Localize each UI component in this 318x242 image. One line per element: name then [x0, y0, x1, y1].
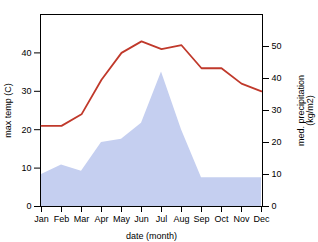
svg-text:0: 0 — [272, 201, 277, 211]
svg-text:Nov: Nov — [233, 214, 250, 224]
svg-text:Aug: Aug — [173, 214, 189, 224]
svg-text:20: 20 — [21, 125, 31, 135]
svg-text:Jun: Jun — [134, 214, 149, 224]
svg-text:Oct: Oct — [214, 214, 229, 224]
svg-text:20: 20 — [272, 137, 282, 147]
svg-text:med. precipitation(kg/m2): med. precipitation(kg/m2) — [296, 75, 315, 146]
svg-text:30: 30 — [272, 105, 282, 115]
svg-text:Jul: Jul — [156, 214, 168, 224]
svg-text:max temp (C): max temp (C) — [3, 83, 13, 138]
svg-text:Dec: Dec — [253, 214, 270, 224]
svg-text:Sep: Sep — [193, 214, 209, 224]
svg-text:40: 40 — [21, 48, 31, 58]
svg-text:30: 30 — [21, 86, 31, 96]
svg-text:50: 50 — [272, 41, 282, 51]
svg-text:Apr: Apr — [94, 214, 108, 224]
svg-text:10: 10 — [272, 169, 282, 179]
svg-text:40: 40 — [272, 73, 282, 83]
svg-text:Mar: Mar — [74, 214, 90, 224]
svg-text:Feb: Feb — [54, 214, 70, 224]
svg-text:10: 10 — [21, 163, 31, 173]
svg-text:May: May — [113, 214, 131, 224]
svg-text:date (month): date (month) — [126, 231, 177, 241]
svg-text:0: 0 — [26, 201, 31, 211]
svg-text:Jan: Jan — [34, 214, 49, 224]
